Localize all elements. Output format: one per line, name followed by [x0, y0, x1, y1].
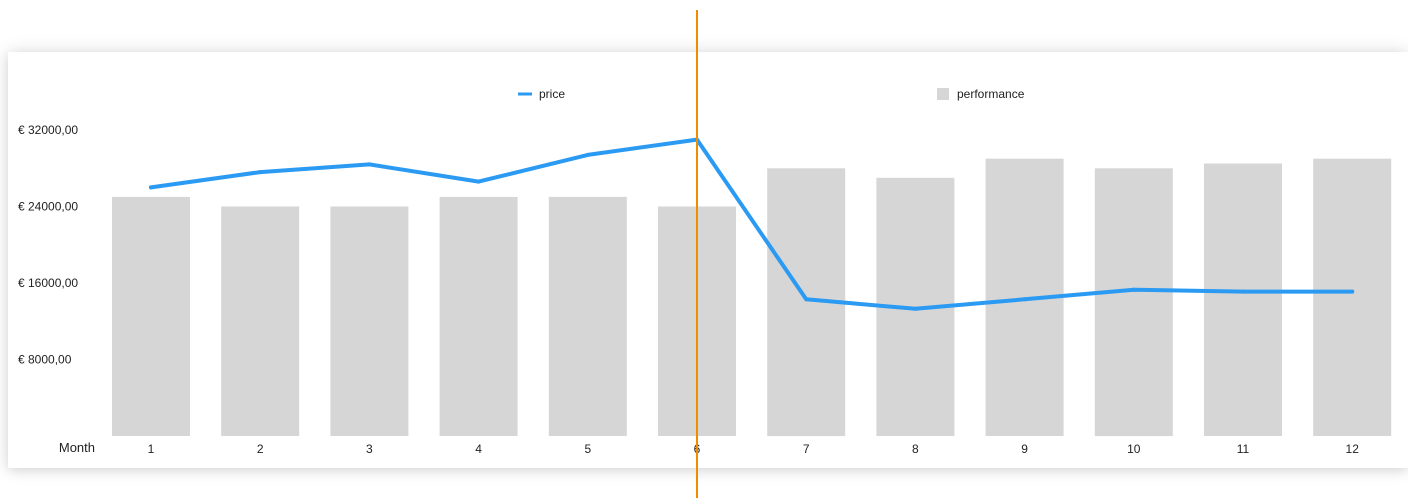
legend-item-price[interactable]: price — [518, 87, 565, 101]
bar-performance-month-3[interactable] — [330, 206, 409, 437]
y-tick-label: € 16000,00 — [18, 276, 78, 290]
point-price-month-9[interactable] — [1022, 297, 1027, 302]
point-price-month-1[interactable] — [149, 185, 153, 190]
point-price-month-5[interactable] — [585, 152, 590, 157]
bar-performance-month-12[interactable] — [1313, 158, 1392, 436]
x-tick-label-11: 11 — [1237, 442, 1250, 456]
bar-performance-month-4[interactable] — [439, 196, 518, 436]
x-tick-label-7: 7 — [803, 442, 810, 456]
x-tick-label-5: 5 — [584, 442, 591, 456]
point-price-month-10[interactable] — [1131, 287, 1136, 292]
y-tick-label: € 24000,00 — [18, 200, 78, 214]
y-tick-label: € 32000,00 — [18, 123, 78, 137]
x-axis-title: Month — [59, 440, 95, 455]
bar-performance-month-10[interactable] — [1094, 168, 1173, 437]
x-tick-label-9: 9 — [1021, 442, 1028, 456]
bars-layer — [112, 158, 1392, 437]
line-layer — [149, 137, 1355, 311]
bar-performance-month-5[interactable] — [548, 196, 627, 436]
point-price-month-8[interactable] — [913, 306, 918, 311]
line-price[interactable] — [149, 137, 1355, 311]
legend-performance-label: performance — [957, 87, 1025, 101]
bar-performance-month-1[interactable] — [112, 196, 190, 436]
x-tick-label-8: 8 — [912, 442, 919, 456]
legend-price-label: price — [539, 87, 565, 101]
legend-item-performance[interactable]: performance — [937, 87, 1025, 101]
point-price-month-11[interactable] — [1241, 289, 1245, 294]
point-price-month-12[interactable] — [1350, 289, 1355, 294]
legend: price performance — [518, 87, 1025, 101]
point-price-month-3[interactable] — [367, 162, 372, 167]
point-price-month-2[interactable] — [258, 170, 263, 175]
point-price-month-7[interactable] — [804, 297, 809, 302]
y-axis: € 8000,00 € 16000,00 € 24000,00 € 32000,00 — [18, 123, 78, 367]
x-tick-label-3: 3 — [366, 442, 373, 456]
y-tick-label: € 8000,00 — [18, 353, 72, 367]
x-tick-label-1: 1 — [148, 442, 155, 456]
x-tick-label-10: 10 — [1127, 442, 1141, 456]
x-tick-label-4: 4 — [475, 442, 482, 456]
bar-performance-month-2[interactable] — [221, 206, 300, 437]
x-axis: Month 123456789101112 — [59, 440, 1359, 456]
x-tick-label-12: 12 — [1346, 442, 1360, 456]
bar-performance-month-11[interactable] — [1204, 163, 1282, 437]
point-price-month-4[interactable] — [476, 179, 481, 184]
x-tick-label-2: 2 — [257, 442, 264, 456]
legend-performance-swatch — [937, 88, 949, 100]
